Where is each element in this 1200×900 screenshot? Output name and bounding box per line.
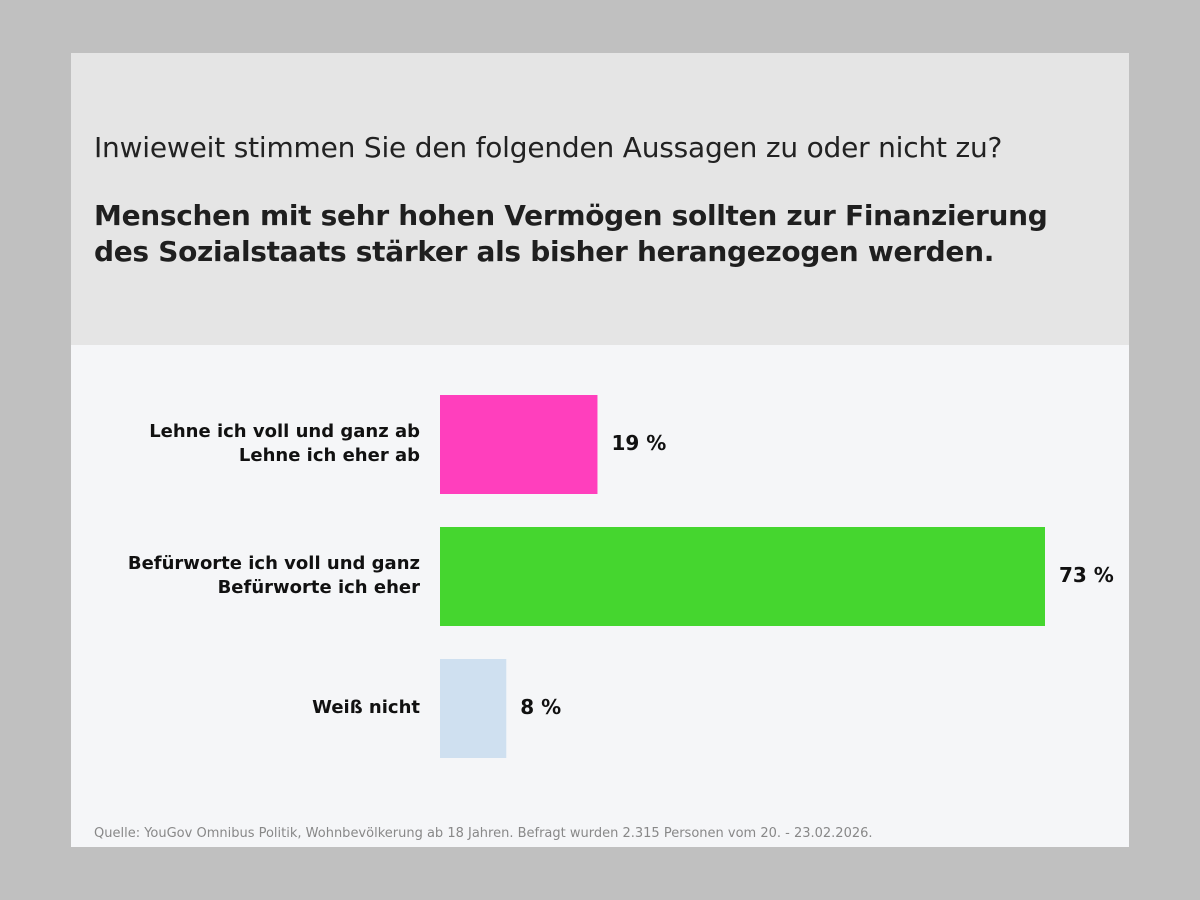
category-label-line: Weiß nicht [312,696,420,718]
bar-2 [440,527,1045,626]
source-note: Quelle: YouGov Omnibus Politik, Wohnbevö… [94,826,873,841]
category-label-2: Befürworte ich voll und ganz Befürworte i… [100,552,420,600]
question-header: Inwieweit stimmen Sie den folgenden Auss… [71,53,1129,345]
category-label-line: Befürworte ich voll und ganz [127,552,420,574]
survey-statement: Menschen mit sehr hohen Vermögen sollten… [94,199,1048,268]
category-label-line: Lehne ich voll und ganz ab [149,420,420,442]
category-label-1: Lehne ich voll und ganz ab Lehne ich eher… [100,420,420,468]
category-label-line: Lehne ich eher ab [238,444,420,466]
category-label-3: Weiß nicht [100,696,420,720]
chart-card: Inwieweit stimmen Sie den folgenden Auss… [71,53,1129,847]
bar-chart: Lehne ich voll und ganz ab Lehne ich eher… [71,345,1129,805]
bar-1 [440,395,598,494]
value-label-3: 8 % [520,694,562,719]
bar-3 [440,659,507,758]
survey-question: Inwieweit stimmen Sie den folgenden Auss… [94,131,1003,164]
bar-chart-svg [440,395,1045,758]
category-label-line: Befürworte ich eher [217,576,420,598]
value-label-1: 19 % [611,430,667,455]
value-label-2: 73 % [1059,562,1114,587]
